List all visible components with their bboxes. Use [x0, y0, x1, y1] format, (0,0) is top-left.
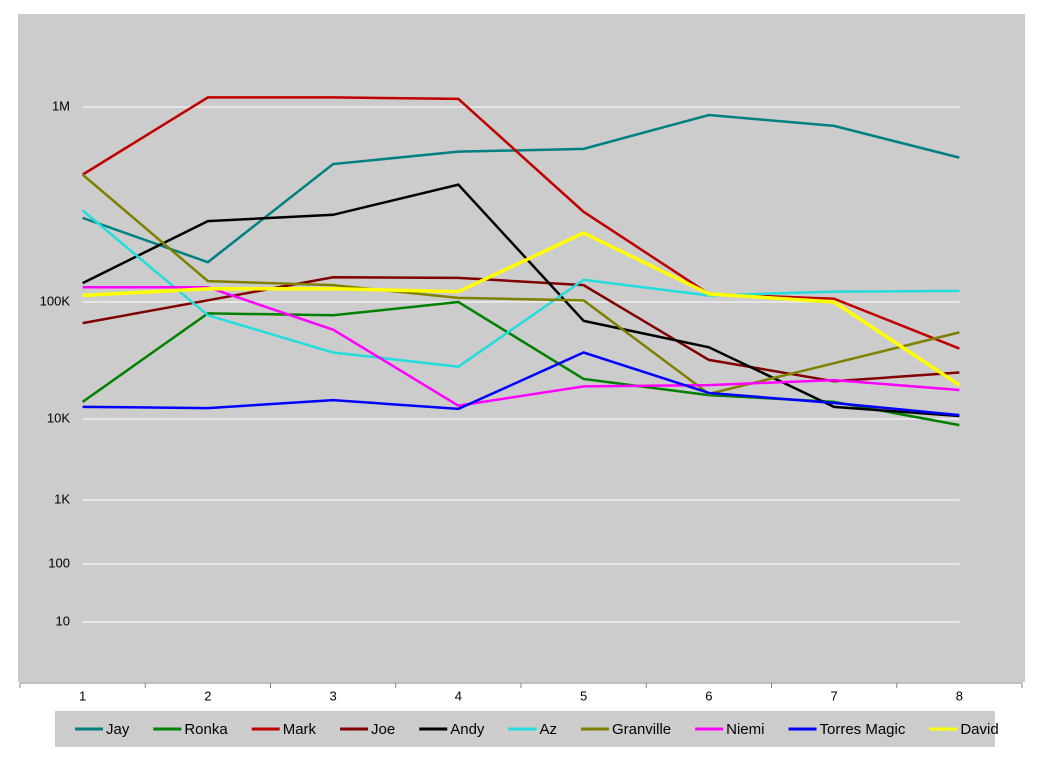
series-line: [82, 286, 960, 407]
x-tick-label: 7: [831, 688, 838, 703]
plot-area: [18, 13, 1025, 682]
series-line: [81, 96, 960, 350]
y-tick-label: 1K: [54, 491, 70, 506]
legend-label: Ronka: [184, 721, 228, 738]
x-tick-label: 6: [705, 688, 712, 703]
series-line: [82, 275, 960, 383]
y-tick-label: 10: [56, 613, 70, 628]
legend-label: Az: [539, 721, 557, 738]
y-tick-label: 100: [48, 555, 70, 570]
legend-label: Jay: [106, 721, 130, 738]
legend-label: Niemi: [726, 721, 764, 738]
legend: Jay Ronka Mark Joe Andy Az Granville Niemi Torre…: [75, 721, 999, 738]
x-tick-label: 8: [956, 688, 963, 703]
x-tick-label: 1: [79, 688, 86, 703]
series-line: [82, 231, 961, 387]
legend-label: Torres Magic: [819, 721, 905, 738]
series-line: [82, 351, 960, 417]
x-tick-label: 4: [455, 688, 462, 703]
legend-label: Andy: [450, 721, 485, 738]
y-tick-label: 10K: [47, 410, 70, 425]
series-line: [82, 113, 960, 264]
series-line: [81, 209, 960, 368]
legend-label: Mark: [283, 721, 317, 738]
y-tick-label: 1M: [52, 98, 70, 113]
legend-label: Granville: [612, 721, 671, 738]
legend-label: Joe: [371, 721, 395, 738]
legend-label: David: [960, 721, 998, 738]
series-line: [82, 183, 960, 418]
x-tick-label: 2: [204, 688, 211, 703]
x-tick-label: 3: [330, 688, 337, 703]
series-line: [81, 173, 960, 396]
x-tick-label: 5: [580, 688, 587, 703]
y-tick-label: 100K: [40, 293, 71, 308]
